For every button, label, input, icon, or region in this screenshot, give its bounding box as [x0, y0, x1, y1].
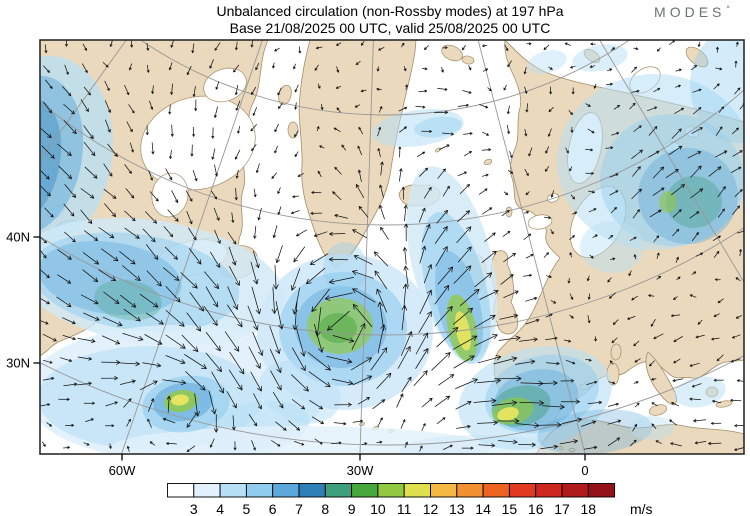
- lon-tick-label-60W: 60W: [109, 463, 136, 478]
- speed-shade-layer: [630, 416, 674, 440]
- colorbar-tick-label: 8: [321, 501, 329, 516]
- speed-shade-layer: [580, 221, 644, 273]
- island: [505, 206, 513, 218]
- colorbar-cell: [587, 483, 616, 498]
- parallel-30N: [40, 354, 744, 446]
- parallel-60N: [140, 40, 630, 116]
- island: [483, 158, 493, 166]
- speed-shade-layer: [690, 40, 744, 143]
- wind-vector-arrows: [40, 40, 744, 452]
- lat-tick-label-40N: 40N: [6, 230, 30, 245]
- colorbar-tick-label: 9: [348, 501, 356, 516]
- meridian-90W: [40, 40, 127, 161]
- colorbar-tick-label: 13: [449, 501, 465, 516]
- colorbar-tick-label: 7: [295, 501, 303, 516]
- colorbar-cell: [245, 483, 274, 498]
- speed-shade-layer: [319, 313, 357, 343]
- colorbar-cell: [167, 483, 195, 498]
- colorbar-cell: [561, 483, 589, 498]
- colorbar-cell: [535, 483, 563, 498]
- colorbar-unit-label: m/s: [630, 501, 653, 516]
- speed-shade-layer: [497, 407, 519, 421]
- parallel-50N: [40, 89, 744, 226]
- speed-shade-layer: [40, 240, 182, 316]
- meridian-30E: [599, 40, 744, 284]
- speed-shade-layer: [638, 148, 738, 244]
- modes-logo-text: MODES: [654, 4, 725, 20]
- meridian-30W: [359, 40, 374, 454]
- speed-shade-layer: [372, 109, 464, 147]
- colorbar: 3 4 5 6 7 8 9 10 11 12 13 14 15 16 17 18: [167, 483, 616, 516]
- lat-tick-label-30N: 30N: [6, 356, 30, 371]
- meridian-60W: [121, 40, 263, 454]
- speed-shade-layer: [659, 191, 677, 213]
- speed-shade-layer: [323, 242, 367, 294]
- speed-shade-layer: [537, 409, 653, 454]
- colorbar-cell: [324, 483, 353, 498]
- island: [287, 121, 299, 139]
- map-frame: [39, 39, 745, 455]
- modes-logo-mark: °: [726, 4, 730, 14]
- colorbar-tick-label: 4: [216, 501, 224, 516]
- colorbar-cell: [508, 483, 537, 498]
- colorbar-tick-label: 6: [269, 501, 277, 516]
- land-path: [490, 250, 519, 335]
- colorbar-cell: [430, 483, 458, 498]
- speed-shade-layer: [454, 311, 472, 351]
- colorbar-cell: [403, 483, 431, 498]
- sea: [151, 172, 189, 218]
- island: [461, 55, 475, 65]
- axis-ticks-and-labels: 40N 30N 60W 30W 0: [6, 230, 588, 479]
- meridian-0: [477, 40, 586, 454]
- colorbar-cell: [272, 483, 300, 498]
- lon-tick-label-30W: 30W: [347, 463, 374, 478]
- colorbar-cell: [482, 483, 510, 498]
- colorbar-tick-label: 10: [370, 501, 386, 516]
- sea: [140, 95, 256, 191]
- colorbar-tick-label: 17: [554, 501, 570, 516]
- wind-arrows-path: [40, 40, 744, 452]
- colorbar-tick-label: 11: [397, 501, 412, 516]
- colorbar-tick-label: 12: [423, 501, 439, 516]
- speed-shade-layer: [40, 232, 240, 332]
- speed-shade-layer: [674, 376, 726, 408]
- colorbar-tick-label: 14: [475, 501, 491, 516]
- colorbar-tick-label: 16: [528, 501, 544, 516]
- speed-shade-layer: [40, 98, 62, 222]
- speed-shade-layer: [414, 116, 462, 138]
- colorbar-cell: [377, 483, 405, 498]
- colorbar-cell: [193, 483, 221, 498]
- colorbar-tick-label: 18: [581, 501, 597, 516]
- land-path: [645, 351, 678, 406]
- island: [434, 147, 442, 153]
- lon-tick-label-0: 0: [581, 463, 588, 478]
- island: [685, 46, 709, 68]
- colorbar-cell: [456, 483, 484, 498]
- chart-subtitle: Base 21/08/2025 00 UTC, valid 25/08/2025…: [230, 20, 551, 36]
- colorbar-cell: [351, 483, 379, 498]
- colorbar-tick-label: 5: [243, 501, 251, 516]
- speed-shade-layer: [527, 50, 567, 74]
- speed-shade-layer: [666, 176, 722, 228]
- sea: [527, 214, 553, 230]
- chart-title: Unbalanced circulation (non-Rossby modes…: [216, 3, 563, 19]
- colorbar-tick-label: 15: [502, 501, 518, 516]
- island: [610, 343, 622, 361]
- speed-shade-layer: [557, 74, 744, 250]
- modes-logo: MODES°: [654, 4, 730, 20]
- parallel-40N: [40, 227, 744, 336]
- island: [568, 448, 576, 452]
- island: [441, 44, 463, 62]
- island: [278, 84, 292, 106]
- colorbar-tick-label: 3: [190, 501, 198, 516]
- speed-shade-layer: [171, 394, 189, 406]
- speed-shade-layer: [600, 114, 744, 246]
- colorbar-cell: [219, 483, 247, 498]
- colorbar-cell: [298, 483, 326, 498]
